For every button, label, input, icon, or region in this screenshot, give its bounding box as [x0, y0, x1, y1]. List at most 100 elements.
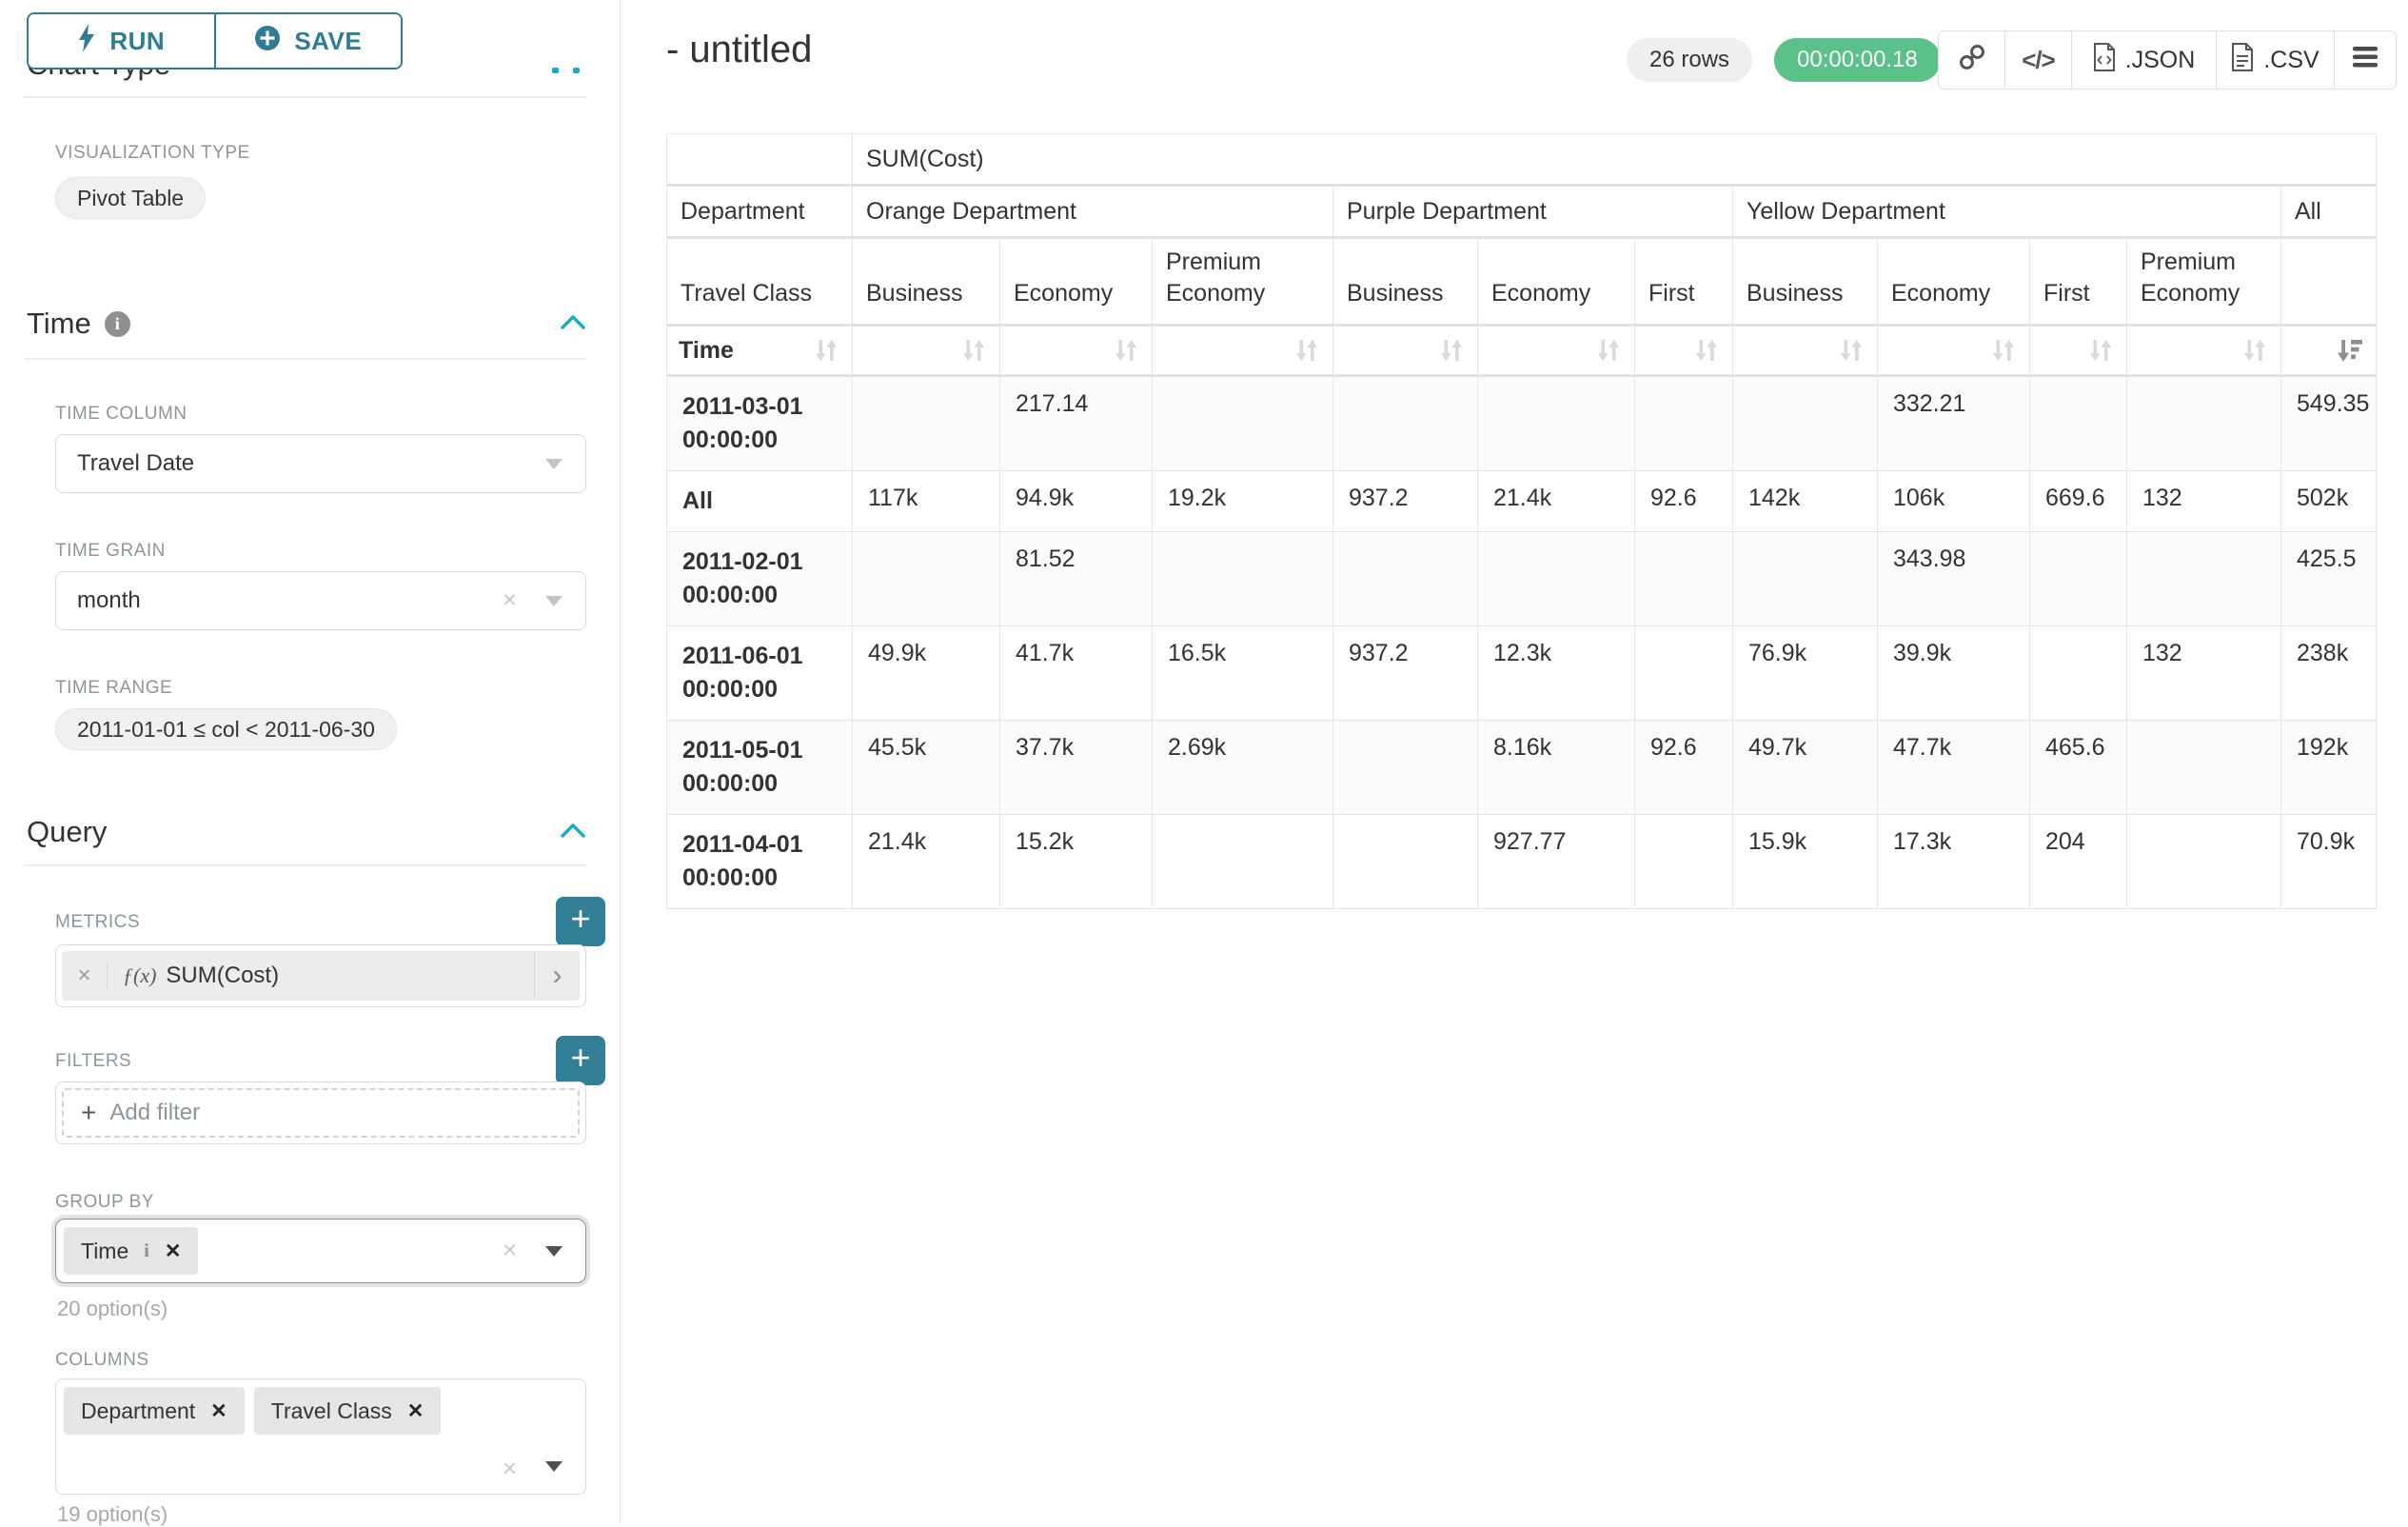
- add-filter-plus-button[interactable]: +: [556, 1036, 605, 1085]
- export-csv-label: .CSV: [2263, 47, 2319, 74]
- info-icon[interactable]: i: [105, 311, 130, 337]
- remove-metric-icon[interactable]: ×: [62, 962, 108, 989]
- value-cell: 17.3k: [1878, 815, 2030, 909]
- add-filter-button[interactable]: + Add filter: [62, 1088, 580, 1138]
- chart-type-collapse-chevron[interactable]: [552, 68, 559, 73]
- value-cell: 106k: [1878, 471, 2030, 532]
- chevron-down-icon: [545, 596, 563, 606]
- value-cell: [1333, 815, 1478, 909]
- value-cell: 49.7k: [1733, 721, 1878, 815]
- visualization-type-value[interactable]: Pivot Table: [55, 177, 206, 219]
- class-header: Economy: [1000, 239, 1153, 327]
- remove-tag-icon[interactable]: ✕: [407, 1399, 424, 1423]
- copy-link-button[interactable]: [1939, 31, 2005, 89]
- column-sort-header[interactable]: [853, 327, 1000, 377]
- hamburger-menu-icon: [2352, 47, 2378, 74]
- value-cell: 332.21: [1878, 377, 2030, 471]
- run-button[interactable]: RUN: [29, 14, 216, 68]
- embed-code-button[interactable]: </>: [2005, 31, 2072, 89]
- metric-pill[interactable]: × ƒ(x) SUM(Cost) ›: [62, 951, 580, 1001]
- sort-icon: [1837, 336, 1865, 365]
- clear-icon[interactable]: ×: [503, 585, 517, 614]
- filters-box: + Add filter: [55, 1081, 586, 1144]
- chevron-down-icon: [545, 1461, 563, 1472]
- value-cell: 19.2k: [1153, 471, 1333, 532]
- group-by-tag[interactable]: Time i ✕: [64, 1227, 198, 1275]
- export-csv-button[interactable]: .CSV: [2217, 31, 2335, 89]
- columns-tag[interactable]: Travel Class ✕: [254, 1387, 442, 1435]
- add-metric-button[interactable]: +: [556, 897, 605, 946]
- value-cell: 81.52: [1000, 532, 1153, 626]
- query-section-header: Query: [27, 815, 586, 849]
- value-cell: [1153, 377, 1333, 471]
- column-sort-header[interactable]: [1000, 327, 1153, 377]
- row-key-cell: 2011-03-01 00:00:00: [667, 377, 853, 471]
- columns-select[interactable]: Department ✕ Travel Class ✕ ×: [55, 1378, 586, 1495]
- value-cell: [1333, 377, 1478, 471]
- chevron-right-icon[interactable]: ›: [534, 952, 580, 1000]
- columns-tag[interactable]: Department ✕: [64, 1387, 245, 1435]
- value-cell: [1333, 721, 1478, 815]
- sort-icon: [1112, 336, 1140, 365]
- value-cell: 217.14: [1000, 377, 1153, 471]
- value-cell: 2.69k: [1153, 721, 1333, 815]
- value-cell: [2127, 377, 2281, 471]
- chart-title[interactable]: - untitled: [666, 29, 812, 71]
- class-header: Economy: [1478, 239, 1635, 327]
- time-grain-select[interactable]: month ×: [55, 571, 586, 630]
- class-header: Business: [1733, 239, 1878, 327]
- value-cell: 204: [2030, 815, 2127, 909]
- collapse-chevron-icon[interactable]: [560, 313, 586, 335]
- value-cell: 142k: [1733, 471, 1878, 532]
- value-cell: [1733, 532, 1878, 626]
- column-sort-header[interactable]: [1733, 327, 1878, 377]
- column-sort-header[interactable]: [1333, 327, 1478, 377]
- travel-class-axis-label: Travel Class: [667, 239, 853, 327]
- collapse-chevron-icon[interactable]: [560, 822, 586, 843]
- clear-icon[interactable]: ×: [503, 1235, 517, 1264]
- remove-tag-icon[interactable]: ✕: [210, 1399, 227, 1423]
- clear-icon[interactable]: ×: [503, 1454, 517, 1483]
- value-cell: 92.6: [1635, 471, 1733, 532]
- sort-icon: [959, 336, 988, 365]
- time-range-value[interactable]: 2011-01-01 ≤ col < 2011-06-30: [55, 708, 397, 750]
- table-row: 2011-06-01 00:00:0049.9k41.7k16.5k937.21…: [667, 626, 2377, 721]
- menu-button[interactable]: [2335, 31, 2396, 89]
- value-cell: 21.4k: [1478, 471, 1635, 532]
- column-sort-header[interactable]: [1878, 327, 2030, 377]
- value-cell: 47.7k: [1878, 721, 2030, 815]
- value-cell: 94.9k: [1000, 471, 1153, 532]
- time-column-select[interactable]: Travel Date: [55, 434, 586, 493]
- pivot-table-body: 2011-03-01 00:00:00217.14332.21549.35All…: [667, 377, 2377, 909]
- filters-label: FILTERS: [55, 1051, 131, 1072]
- time-section-heading: Time: [27, 307, 91, 341]
- sort-icon: [812, 336, 840, 365]
- divider: [24, 864, 586, 866]
- sort-icon: [1594, 336, 1623, 365]
- value-cell: 45.5k: [853, 721, 1000, 815]
- group-by-select[interactable]: Time i ✕ ×: [55, 1219, 586, 1283]
- row-key-cell: 2011-05-01 00:00:00: [667, 721, 853, 815]
- value-cell: 70.9k: [2281, 815, 2377, 909]
- column-sort-header[interactable]: [2127, 327, 2281, 377]
- time-range-label: TIME RANGE: [55, 678, 172, 699]
- sort-icon: [2086, 336, 2115, 365]
- department-group-header: Orange Department: [853, 187, 1333, 239]
- save-button[interactable]: SAVE: [216, 14, 402, 68]
- export-json-button[interactable]: .JSON: [2072, 31, 2217, 89]
- value-cell: 15.2k: [1000, 815, 1153, 909]
- chevron-down-icon: [545, 459, 563, 469]
- chart-type-collapse-chevron[interactable]: [573, 68, 580, 73]
- value-cell: 937.2: [1333, 471, 1478, 532]
- group-by-options-hint: 20 option(s): [57, 1297, 168, 1321]
- column-sort-header[interactable]: [1153, 327, 1333, 377]
- remove-tag-icon[interactable]: ✕: [165, 1239, 182, 1263]
- column-sort-header[interactable]: [1478, 327, 1635, 377]
- column-sort-header-active[interactable]: [2281, 327, 2377, 377]
- column-info-icon[interactable]: i: [144, 1240, 149, 1262]
- time-sort-header[interactable]: Time: [667, 327, 853, 377]
- column-sort-header[interactable]: [1635, 327, 1733, 377]
- value-cell: 37.7k: [1000, 721, 1153, 815]
- column-sort-header[interactable]: [2030, 327, 2127, 377]
- run-button-label: RUN: [109, 27, 165, 56]
